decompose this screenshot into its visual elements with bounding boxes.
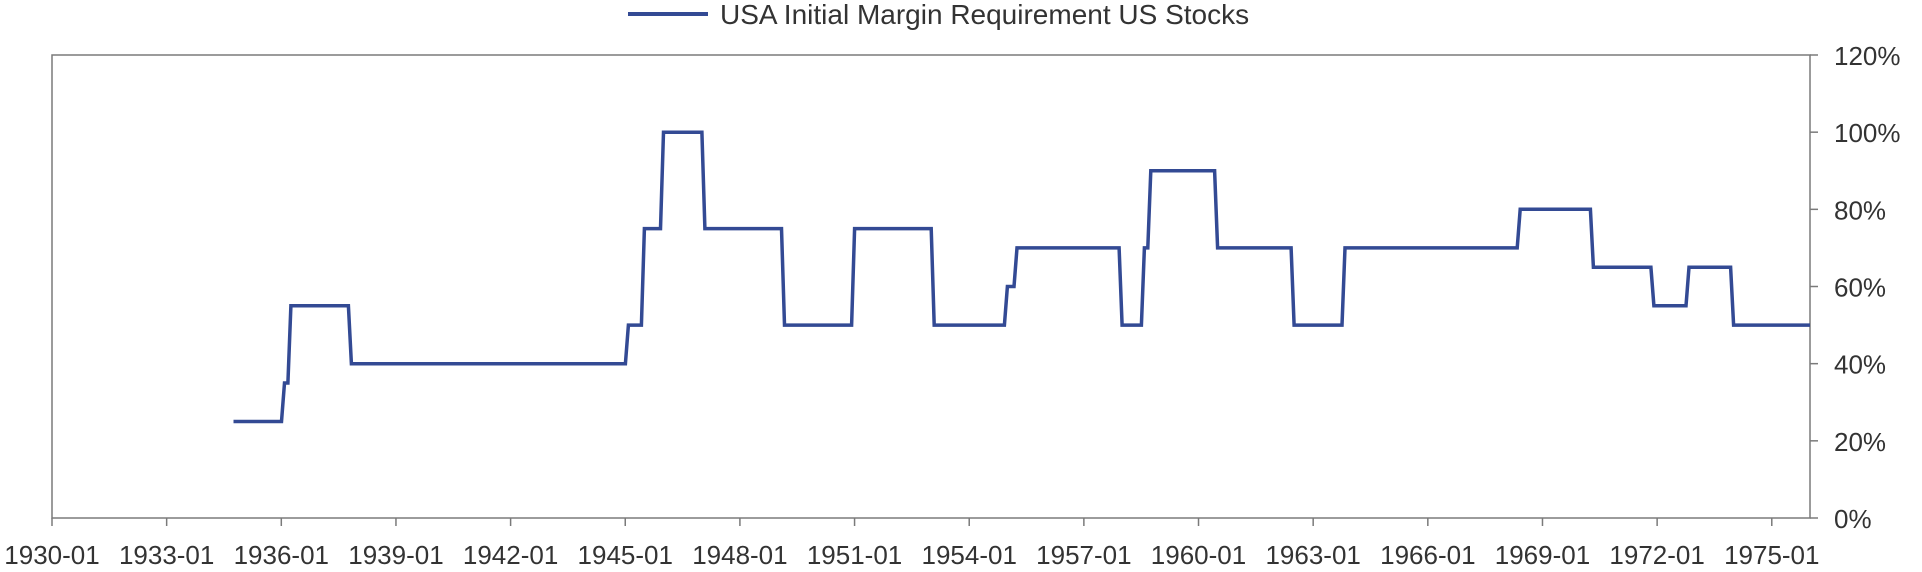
- x-tick-label: 1936-01: [234, 540, 329, 570]
- series-line-margin-requirement: [233, 130, 1810, 424]
- x-tick-label: 1933-01: [119, 540, 214, 570]
- series-point: [1292, 323, 1296, 327]
- y-tick-label: 40%: [1834, 350, 1886, 380]
- series-point: [661, 130, 665, 134]
- series-point: [1005, 285, 1009, 289]
- y-tick-label: 100%: [1834, 118, 1901, 148]
- y-tick-label: 120%: [1834, 41, 1901, 71]
- x-tick-label: 1948-01: [692, 540, 787, 570]
- y-tick-label: 0%: [1834, 504, 1872, 534]
- x-tick-label: 1942-01: [463, 540, 558, 570]
- y-tick-label: 80%: [1834, 195, 1886, 225]
- series-point: [642, 227, 646, 231]
- x-tick-label: 1975-01: [1724, 540, 1819, 570]
- x-tick-label: 1957-01: [1036, 540, 1131, 570]
- x-tick-label: 1951-01: [807, 540, 902, 570]
- series-point: [1652, 304, 1656, 308]
- series-point: [853, 227, 857, 231]
- x-axis: 1930-01 1933-01 1936-01 1939-01 1942-01 1945-…: [4, 518, 1819, 570]
- series-point: [626, 323, 630, 327]
- x-tick-label: 1972-01: [1609, 540, 1704, 570]
- series-point: [1015, 246, 1019, 250]
- legend: USA Initial Margin Requirement US Stocks: [628, 0, 1249, 30]
- x-tick-label: 1963-01: [1265, 540, 1360, 570]
- x-tick-label: 1969-01: [1495, 540, 1590, 570]
- series-point: [703, 227, 707, 231]
- y-axis: 0% 20% 40% 60% 80% 100% 120%: [1810, 41, 1901, 534]
- series-point: [1687, 265, 1691, 269]
- series-point: [349, 362, 353, 366]
- series-point: [1142, 246, 1146, 250]
- x-tick-label: 1939-01: [348, 540, 443, 570]
- series-point: [1518, 207, 1522, 211]
- series-point: [1732, 323, 1736, 327]
- x-tick-label: 1960-01: [1151, 540, 1246, 570]
- series-point: [1216, 246, 1220, 250]
- plot-frame: [51, 54, 1811, 519]
- series-point: [1808, 323, 1812, 327]
- series-point: [783, 323, 787, 327]
- series-point: [932, 323, 936, 327]
- series-layer: [232, 130, 1812, 424]
- series-point: [232, 420, 236, 424]
- series-point: [1149, 169, 1153, 173]
- x-tick-label: 1966-01: [1380, 540, 1475, 570]
- y-tick-label: 20%: [1834, 427, 1886, 457]
- x-tick-label: 1945-01: [578, 540, 673, 570]
- x-tick-label: 1954-01: [922, 540, 1017, 570]
- y-tick-label: 60%: [1834, 273, 1886, 303]
- series-point: [1343, 246, 1347, 250]
- series-point: [282, 381, 286, 385]
- series-point: [289, 304, 293, 308]
- series-point: [1120, 323, 1124, 327]
- series-point: [1591, 265, 1595, 269]
- x-tick-label: 1930-01: [4, 540, 99, 570]
- legend-label: USA Initial Margin Requirement US Stocks: [720, 0, 1249, 30]
